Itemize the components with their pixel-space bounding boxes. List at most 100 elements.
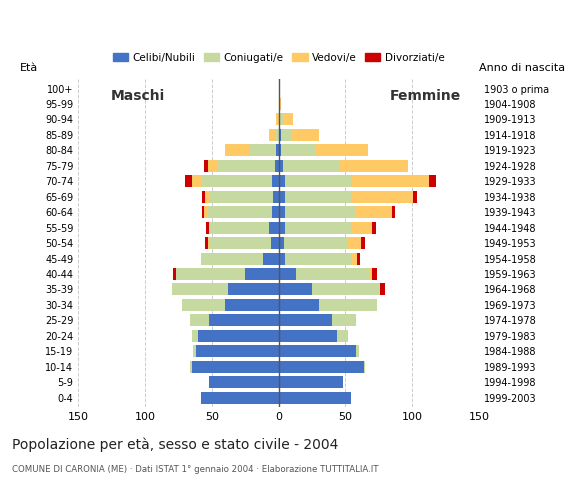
Bar xyxy=(269,222,278,234)
Bar xyxy=(314,144,368,156)
Text: Anno di nascita: Anno di nascita xyxy=(479,63,565,72)
Bar xyxy=(209,314,278,326)
Bar xyxy=(278,144,281,156)
Bar xyxy=(190,361,192,373)
Bar xyxy=(195,345,278,357)
Bar xyxy=(338,330,348,342)
Bar xyxy=(278,376,343,388)
Bar xyxy=(379,283,380,296)
Bar xyxy=(361,237,365,249)
Bar xyxy=(225,144,249,156)
Bar xyxy=(190,314,209,326)
Bar xyxy=(209,222,211,234)
Bar xyxy=(312,283,379,296)
Bar xyxy=(372,222,376,234)
Text: Popolazione per età, sesso e stato civile - 2004: Popolazione per età, sesso e stato civil… xyxy=(12,438,338,452)
Bar xyxy=(352,191,414,203)
Text: Età: Età xyxy=(20,63,38,72)
Bar xyxy=(192,361,278,373)
Bar xyxy=(278,222,285,234)
Bar xyxy=(352,222,372,234)
Bar xyxy=(192,175,202,187)
Bar xyxy=(249,144,276,156)
Text: Femmine: Femmine xyxy=(390,89,461,103)
Bar xyxy=(205,237,208,249)
Bar xyxy=(372,268,378,280)
Bar xyxy=(352,252,357,264)
Bar xyxy=(209,191,273,203)
Bar xyxy=(332,314,356,326)
Bar xyxy=(282,160,339,172)
Bar xyxy=(380,283,385,296)
Bar xyxy=(204,160,208,172)
Bar xyxy=(429,175,436,187)
Bar xyxy=(185,175,192,187)
Bar xyxy=(278,283,312,296)
Bar xyxy=(280,113,282,125)
Bar xyxy=(278,299,318,311)
Bar xyxy=(225,299,278,311)
Bar xyxy=(278,314,332,326)
Bar xyxy=(278,113,280,125)
Bar xyxy=(272,206,278,218)
Bar xyxy=(209,376,278,388)
Legend: Celibi/Nubili, Coniugati/e, Vedovi/e, Divorziati/e: Celibi/Nubili, Coniugati/e, Vedovi/e, Di… xyxy=(108,48,448,67)
Bar xyxy=(208,237,209,249)
Bar xyxy=(192,330,198,342)
Text: Maschi: Maschi xyxy=(111,89,165,103)
Bar xyxy=(285,206,354,218)
Bar xyxy=(278,330,338,342)
Bar xyxy=(274,129,278,141)
Bar xyxy=(278,98,281,110)
Bar xyxy=(205,191,209,203)
Bar xyxy=(176,268,245,280)
Bar xyxy=(278,361,364,373)
Bar xyxy=(173,268,176,280)
Bar xyxy=(276,144,278,156)
Bar xyxy=(193,345,195,357)
Bar xyxy=(292,129,318,141)
Bar xyxy=(352,175,429,187)
Bar xyxy=(414,191,418,203)
Bar xyxy=(356,345,358,357)
Bar xyxy=(285,252,352,264)
Bar xyxy=(209,237,270,249)
Bar xyxy=(269,129,274,141)
Bar xyxy=(202,191,205,203)
Bar xyxy=(354,206,392,218)
Bar xyxy=(263,252,278,264)
Text: COMUNE DI CARONIA (ME) · Dati ISTAT 1° gennaio 2004 · Elaborazione TUTTITALIA.IT: COMUNE DI CARONIA (ME) · Dati ISTAT 1° g… xyxy=(12,465,378,474)
Bar xyxy=(364,361,365,373)
Bar xyxy=(206,222,209,234)
Bar xyxy=(204,206,208,218)
Bar xyxy=(369,268,372,280)
Bar xyxy=(348,237,361,249)
Bar xyxy=(278,237,284,249)
Bar xyxy=(318,299,378,311)
Bar xyxy=(281,129,292,141)
Bar xyxy=(278,268,296,280)
Bar xyxy=(278,206,285,218)
Bar xyxy=(281,144,314,156)
Bar xyxy=(182,299,225,311)
Bar xyxy=(276,113,278,125)
Bar xyxy=(198,330,278,342)
Bar xyxy=(273,191,278,203)
Bar xyxy=(392,206,395,218)
Bar xyxy=(278,175,285,187)
Bar xyxy=(272,175,278,187)
Bar xyxy=(228,283,278,296)
Bar xyxy=(208,206,272,218)
Bar xyxy=(282,113,293,125)
Bar xyxy=(278,160,282,172)
Bar xyxy=(201,252,263,264)
Bar xyxy=(296,268,369,280)
Bar xyxy=(339,160,408,172)
Bar xyxy=(208,160,219,172)
Bar xyxy=(211,222,269,234)
Bar xyxy=(201,392,278,404)
Bar xyxy=(278,129,281,141)
Bar xyxy=(202,206,204,218)
Bar xyxy=(278,83,280,95)
Bar xyxy=(285,175,352,187)
